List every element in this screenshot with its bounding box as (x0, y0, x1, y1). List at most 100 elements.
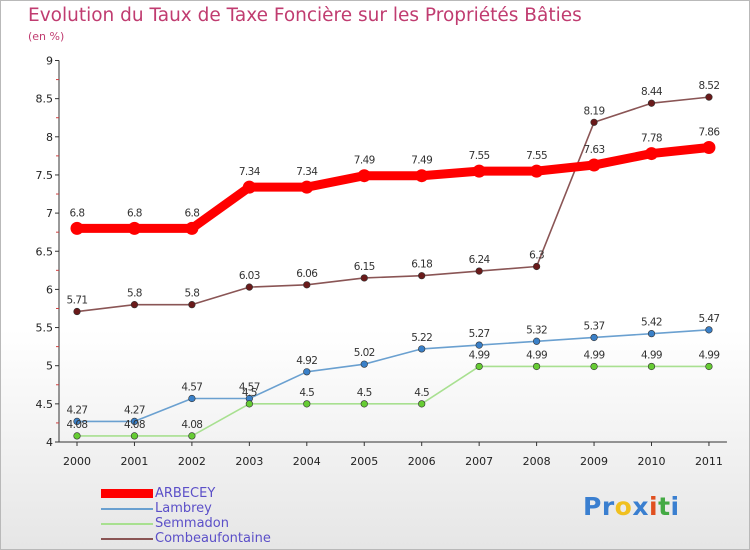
data-point-combeaufontaine (188, 301, 196, 309)
legend: ARBECEY Lambrey Semmadon Combeaufontaine (101, 486, 271, 546)
data-label-lambrey: 4.57 (181, 382, 202, 394)
x-tick-label: 2000 (63, 455, 91, 468)
data-label-lambrey: 5.42 (641, 317, 662, 329)
x-tick-label: 2006 (408, 455, 436, 468)
data-label-arbecey: 7.49 (411, 155, 432, 167)
data-label-combeaufontaine: 6.06 (296, 268, 318, 280)
data-point-arbecey (242, 180, 256, 194)
data-point-arbecey (645, 147, 658, 161)
data-point-arbecey (357, 169, 371, 183)
data-point-arbecey (70, 221, 84, 235)
data-point-lambrey (73, 417, 81, 425)
legend-item-lambrey: Lambrey (101, 501, 271, 516)
x-tick-label: 2001 (120, 455, 148, 468)
data-label-semmadon: 4.5 (299, 387, 314, 399)
data-label-arbecey: 7.55 (469, 150, 490, 162)
data-label-combeaufontaine: 5.8 (184, 288, 199, 300)
x-tick-label: 2007 (465, 455, 493, 468)
series-line-semmadon (76, 365, 710, 437)
data-point-semmadon (245, 400, 253, 408)
data-label-semmadon: 4.99 (526, 349, 547, 361)
y-tick-label: 7 (46, 207, 53, 220)
y-tick-label: 9 (46, 55, 53, 68)
data-label-arbecey: 6.8 (70, 207, 85, 219)
data-point-semmadon (647, 362, 656, 371)
data-label-lambrey: 5.02 (354, 347, 375, 359)
series-layer (70, 93, 716, 440)
data-labels: 4.27 4.27 4.57 4.57 4.92 5.02 5.22 5.27 5.32 5.37… (67, 80, 721, 431)
series-line-arbecey (72, 142, 714, 233)
data-point-lambrey (705, 326, 713, 334)
data-point-semmadon (475, 362, 483, 371)
data-label-semmadon: 4.5 (357, 387, 372, 399)
data-label-combeaufontaine: 8.52 (698, 80, 719, 92)
y-tick-label: 6.5 (36, 245, 54, 258)
data-point-arbecey (587, 158, 601, 172)
data-label-lambrey: 4.57 (239, 382, 260, 394)
data-label-lambrey: 4.92 (296, 355, 317, 367)
data-label-combeaufontaine: 8.19 (584, 105, 605, 117)
data-label-arbecey: 6.8 (127, 207, 142, 219)
data-point-arbecey (702, 140, 716, 154)
data-point-lambrey (590, 333, 598, 342)
x-tick-label: 2010 (638, 455, 666, 468)
data-point-lambrey (188, 394, 196, 403)
x-tick-label: 2002 (178, 455, 206, 468)
data-point-combeaufontaine (130, 301, 139, 309)
data-label-semmadon: 4.08 (124, 419, 145, 431)
chart-title: Evolution du Taux de Taxe Foncière sur l… (28, 5, 582, 26)
legend-label: ARBECEY (155, 486, 216, 501)
data-point-semmadon (418, 400, 426, 408)
data-point-lambrey (418, 345, 426, 353)
y-tick-label: 4.5 (36, 398, 54, 411)
data-point-lambrey (303, 368, 311, 376)
data-label-arbecey: 7.86 (698, 126, 720, 138)
data-point-semmadon (73, 432, 81, 440)
axes: 4 4.5 5 5.5 6 6.5 7 7.5 8 8.5 9 2000 2001 2002 2003 200… (36, 55, 727, 468)
data-point-combeaufontaine (303, 281, 311, 289)
data-label-arbecey: 7.78 (641, 133, 662, 145)
data-point-combeaufontaine (418, 272, 426, 280)
data-label-lambrey: 5.32 (526, 324, 547, 336)
data-label-semmadon: 4.5 (414, 387, 429, 399)
series-line-lambrey (76, 329, 710, 423)
data-label-combeaufontaine: 5.8 (127, 288, 142, 300)
series-line-combeaufontaine (76, 96, 710, 313)
x-tick-label: 2005 (350, 455, 378, 468)
data-point-combeaufontaine (360, 274, 368, 282)
data-label-arbecey: 7.49 (354, 155, 375, 167)
y-tick-label: 5.5 (36, 322, 54, 335)
data-label-lambrey: 5.37 (584, 320, 605, 332)
data-label-combeaufontaine: 6.18 (411, 259, 432, 271)
proxiti-logo: Proxiti (583, 492, 680, 521)
legend-label: Combeaufontaine (155, 531, 271, 546)
x-tick-label: 2003 (235, 455, 263, 468)
data-label-semmadon: 4.99 (698, 349, 719, 361)
legend-item-combeaufontaine: Combeaufontaine (101, 531, 271, 546)
data-point-combeaufontaine (245, 283, 253, 291)
data-point-arbecey (127, 221, 141, 235)
y-tick-label: 8 (46, 131, 53, 144)
data-point-combeaufontaine (590, 118, 598, 126)
data-point-lambrey (475, 341, 483, 349)
data-label-semmadon: 4.99 (641, 349, 662, 361)
legend-item-arbecey: ARBECEY (101, 486, 271, 501)
data-point-semmadon (130, 432, 139, 440)
legend-label: Semmadon (155, 516, 229, 531)
data-label-semmadon: 4.99 (584, 349, 605, 361)
data-point-arbecey (185, 221, 199, 235)
data-label-semmadon: 4.08 (67, 419, 88, 431)
legend-swatch (101, 522, 153, 525)
data-label-combeaufontaine: 6.3 (529, 250, 544, 262)
data-point-arbecey (472, 164, 486, 178)
data-label-arbecey: 7.55 (526, 150, 547, 162)
data-point-lambrey (532, 337, 541, 345)
data-point-lambrey (360, 360, 368, 368)
data-label-combeaufontaine: 6.24 (469, 254, 491, 266)
data-label-semmadon: 4.99 (469, 349, 490, 361)
data-point-semmadon (303, 400, 311, 408)
legend-label: Lambrey (155, 501, 212, 516)
data-point-arbecey (415, 169, 429, 183)
data-label-lambrey: 4.27 (124, 404, 145, 416)
